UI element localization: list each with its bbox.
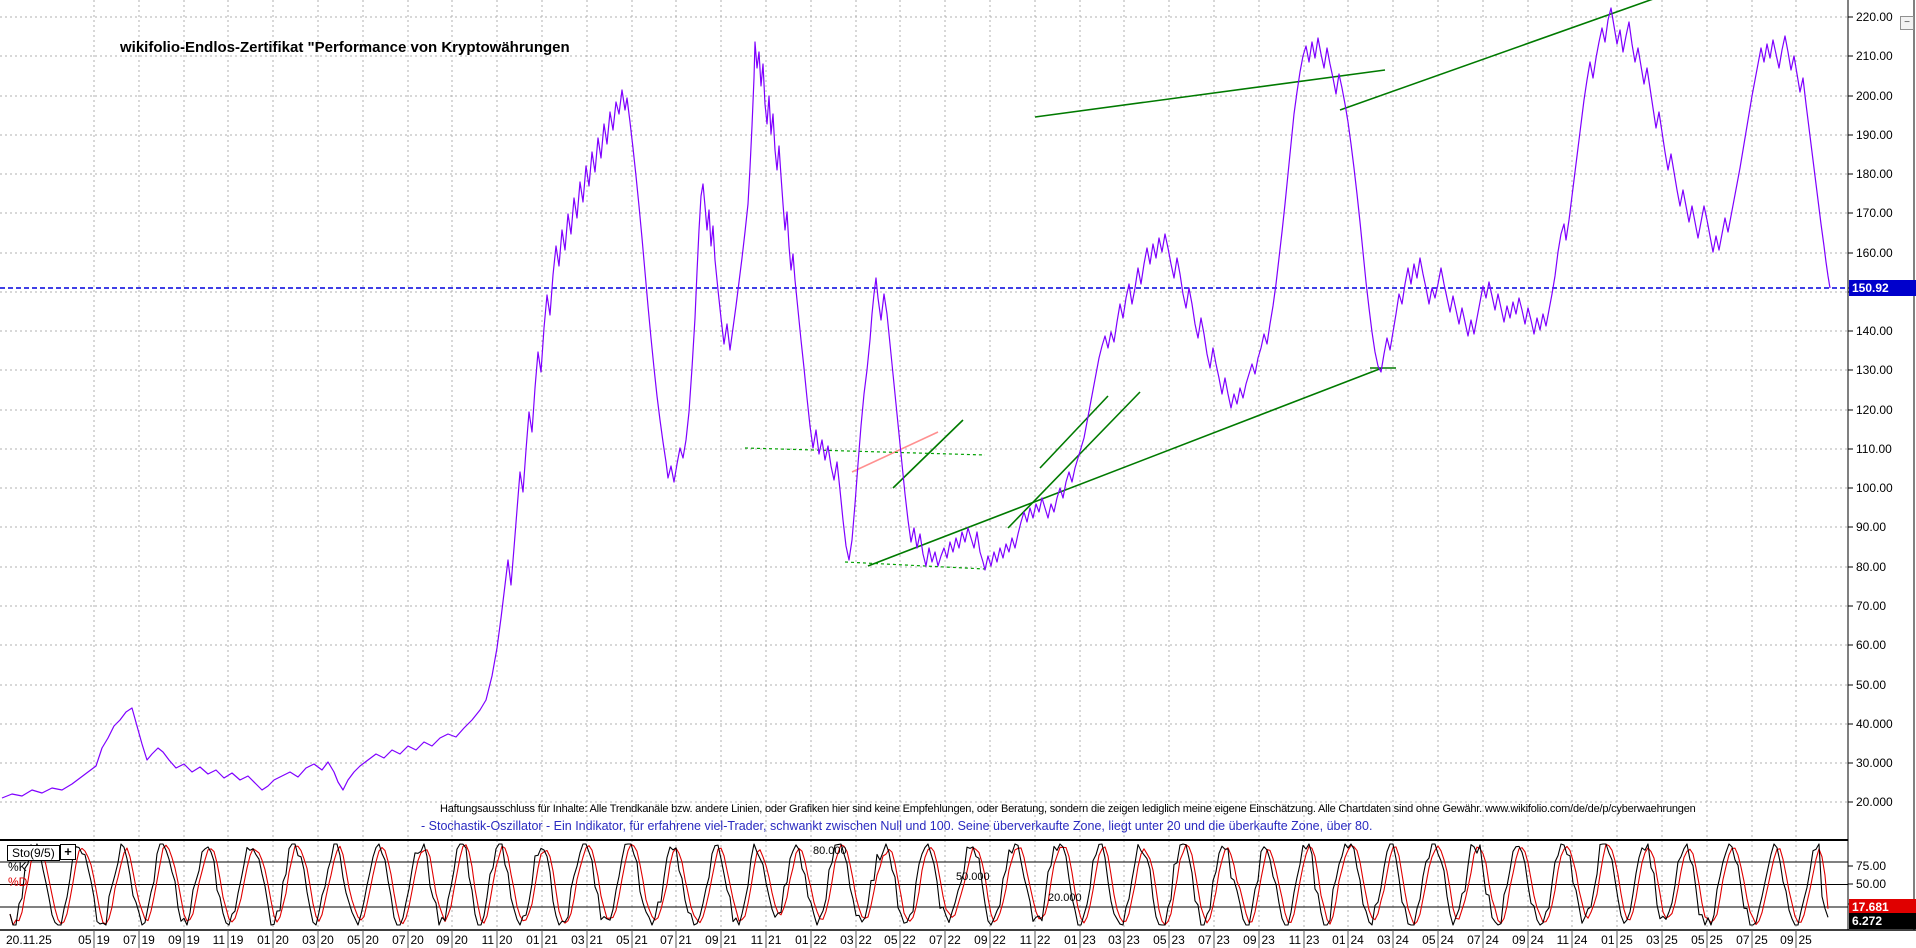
x-axis-date-label: 09 24 — [1512, 933, 1544, 947]
y-axis-label: 50.00 — [1856, 678, 1887, 692]
price-line-series — [1, 7, 1831, 799]
x-axis-date-label: 11 21 — [750, 933, 782, 947]
x-axis-date-label: 07 23 — [1198, 933, 1230, 947]
stochastic-k-legend: %K — [8, 860, 27, 874]
stochastic-axis-label: 50.00 — [1856, 877, 1887, 891]
x-axis-date-label: 09 25 — [1780, 933, 1812, 947]
disclaimer-text: Haftungsausschluss für Inhalte: Alle Tre… — [440, 803, 1696, 815]
x-axis-date-label: 11 24 — [1556, 933, 1588, 947]
x-axis-date-label: 05 21 — [616, 933, 648, 947]
y-axis-label: 180.00 — [1856, 167, 1893, 181]
x-axis-date-label: 07 20 — [392, 933, 424, 947]
y-axis-label: 210.00 — [1856, 49, 1893, 63]
x-axis-date-label: 05 24 — [1422, 933, 1454, 947]
y-axis-label: 110.00 — [1856, 442, 1892, 456]
y-axis-label: 60.00 — [1856, 638, 1887, 652]
x-axis-date-label: 03 22 — [840, 933, 872, 947]
x-axis-date-label: 05 25 — [1691, 933, 1723, 947]
y-axis-label: 190.00 — [1856, 128, 1893, 142]
x-axis-date-label: 07 24 — [1467, 933, 1499, 947]
trendline-dotted-resistance — [744, 447, 986, 456]
x-axis-date-label: 09 23 — [1243, 933, 1275, 947]
y-axis-label: 70.00 — [1856, 599, 1887, 613]
y-axis-label: 130.00 — [1856, 363, 1893, 377]
stochastic-k-line — [9, 843, 1829, 926]
x-axis-date-label: 11 19 — [212, 933, 244, 947]
trendline-channel-up-a — [1007, 391, 1141, 529]
x-axis-date-label: 07 22 — [929, 933, 961, 947]
current-price-tag: 150.92 — [1849, 280, 1916, 296]
x-axis-date-label: 03 20 — [302, 933, 334, 947]
collapse-panel-button[interactable]: − — [1900, 16, 1914, 30]
add-indicator-button[interactable]: + — [60, 844, 76, 860]
stochastic-d-legend: %D — [8, 875, 28, 889]
x-axis-date-label: 09 22 — [974, 933, 1006, 947]
y-axis-label: 160.00 — [1856, 246, 1893, 260]
y-axis-label: 220.00 — [1856, 10, 1893, 24]
x-axis-date-label: 07 21 — [660, 933, 692, 947]
x-axis-start-date-label: 20.11.25 — [6, 933, 52, 947]
y-axis-label: 80.00 — [1856, 560, 1887, 574]
y-axis-label: 100.00 — [1856, 481, 1893, 495]
trendline-support-long — [867, 367, 1383, 567]
indicator-settings-button[interactable]: Sto(9/5) — [7, 845, 60, 861]
y-axis-label: 200.00 — [1856, 89, 1893, 103]
y-axis-label: 120.00 — [1856, 403, 1893, 417]
x-axis-date-label: 05 23 — [1153, 933, 1185, 947]
trendline-upper-channel-right — [1339, 0, 1653, 111]
x-axis-date-label: 11 22 — [1019, 933, 1051, 947]
x-axis-date-label: 09 21 — [705, 933, 737, 947]
stochastic-level-label: 50.000 — [956, 871, 990, 883]
x-axis-date-label: 03 25 — [1646, 933, 1678, 947]
y-axis-label: 20.000 — [1856, 795, 1893, 809]
x-axis-date-label: 09 20 — [436, 933, 468, 947]
x-axis-date-label: 03 21 — [571, 933, 603, 947]
x-axis-date-label: 07 25 — [1736, 933, 1768, 947]
x-axis-date-label: 01 20 — [257, 933, 289, 947]
stochastic-d-line — [9, 843, 1829, 926]
x-axis-date-label: 05 22 — [884, 933, 916, 947]
trendline-dotted-support — [844, 561, 986, 570]
x-axis-date-label: 03 23 — [1108, 933, 1140, 947]
x-axis-date-label: 09 19 — [168, 933, 200, 947]
oscillator-description-text: - Stochastik-Oszillator - Ein Indikator,… — [421, 819, 1373, 833]
stochastic-level-label: 20.000 — [1048, 892, 1082, 904]
y-axis-label: 30.000 — [1856, 756, 1893, 770]
y-axis-label: 170.00 — [1856, 206, 1893, 220]
trendline-cross-green — [892, 419, 964, 489]
stochastic-axis-label: 75.00 — [1856, 859, 1887, 873]
x-axis-date-label: 01 25 — [1601, 933, 1633, 947]
x-axis-date-label: 11 20 — [481, 933, 513, 947]
x-axis-date-label: 01 21 — [526, 933, 558, 947]
x-axis-date-label: 07 19 — [123, 933, 155, 947]
y-axis-label: 140.00 — [1856, 324, 1893, 338]
x-axis-date-label: 11 23 — [1288, 933, 1320, 947]
stochastic-d-value-tag: 17.681 — [1849, 899, 1916, 915]
x-axis-date-label: 05 20 — [347, 933, 379, 947]
y-axis-label: 40.000 — [1856, 717, 1893, 731]
stochastic-k-value-tag: 6.272 — [1849, 913, 1916, 929]
x-axis-date-label: 01 22 — [795, 933, 827, 947]
stochastic-level-label: 80.000 — [813, 845, 847, 857]
trendline-mid-resistance-right — [1034, 69, 1386, 118]
trendline-channel-up-b — [1039, 395, 1109, 469]
chart-title: wikifolio-Endlos-Zertifikat "Performance… — [120, 39, 570, 56]
x-axis-date-label: 05 19 — [78, 933, 110, 947]
x-axis-date-label: 01 23 — [1064, 933, 1096, 947]
y-axis-label: 90.00 — [1856, 520, 1887, 534]
x-axis-date-label: 03 24 — [1377, 933, 1409, 947]
x-axis-date-label: 01 24 — [1332, 933, 1364, 947]
